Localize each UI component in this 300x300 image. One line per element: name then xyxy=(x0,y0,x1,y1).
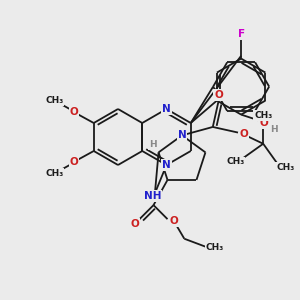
Text: O: O xyxy=(214,90,223,100)
Text: H: H xyxy=(270,124,278,134)
Text: CH₃: CH₃ xyxy=(254,111,272,120)
Text: N: N xyxy=(162,160,171,170)
Text: F: F xyxy=(238,29,245,39)
Text: O: O xyxy=(259,118,268,128)
Text: CH₃: CH₃ xyxy=(206,243,224,252)
Text: O: O xyxy=(70,107,79,117)
Text: CH₃: CH₃ xyxy=(226,157,245,166)
Text: O: O xyxy=(169,216,178,226)
Text: CH₃: CH₃ xyxy=(45,96,64,105)
Text: H: H xyxy=(149,140,156,149)
Text: N: N xyxy=(162,104,171,114)
Text: NH: NH xyxy=(144,191,161,201)
Text: CH₃: CH₃ xyxy=(276,163,294,172)
Text: N: N xyxy=(178,130,186,140)
Text: O: O xyxy=(130,219,139,229)
Text: O: O xyxy=(240,129,248,139)
Text: CH₃: CH₃ xyxy=(45,169,64,178)
Text: O: O xyxy=(70,157,79,167)
